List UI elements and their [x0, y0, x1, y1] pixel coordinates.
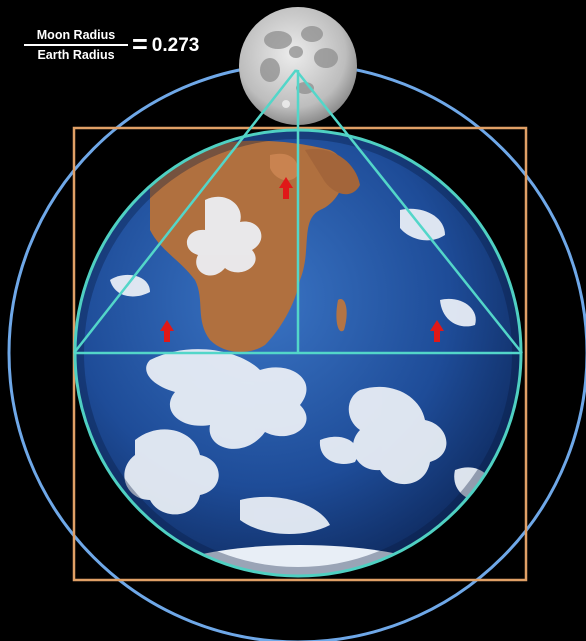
- fraction-bar: [24, 44, 128, 46]
- red-arrow-marker: [430, 320, 444, 342]
- fraction: Moon Radius Earth Radius: [24, 28, 128, 63]
- denominator-label: Earth Radius: [37, 48, 115, 62]
- radius-ratio-formula: Moon Radius Earth Radius = 0.273: [24, 28, 199, 63]
- ratio-value: 0.273: [151, 34, 200, 56]
- red-arrow-marker: [279, 177, 293, 199]
- equals-sign: =: [132, 29, 148, 59]
- inscribed-triangle: [73, 69, 523, 355]
- moon-image: [239, 7, 357, 125]
- red-arrow-marker: [160, 320, 174, 342]
- numerator-label: Moon Radius: [36, 28, 116, 42]
